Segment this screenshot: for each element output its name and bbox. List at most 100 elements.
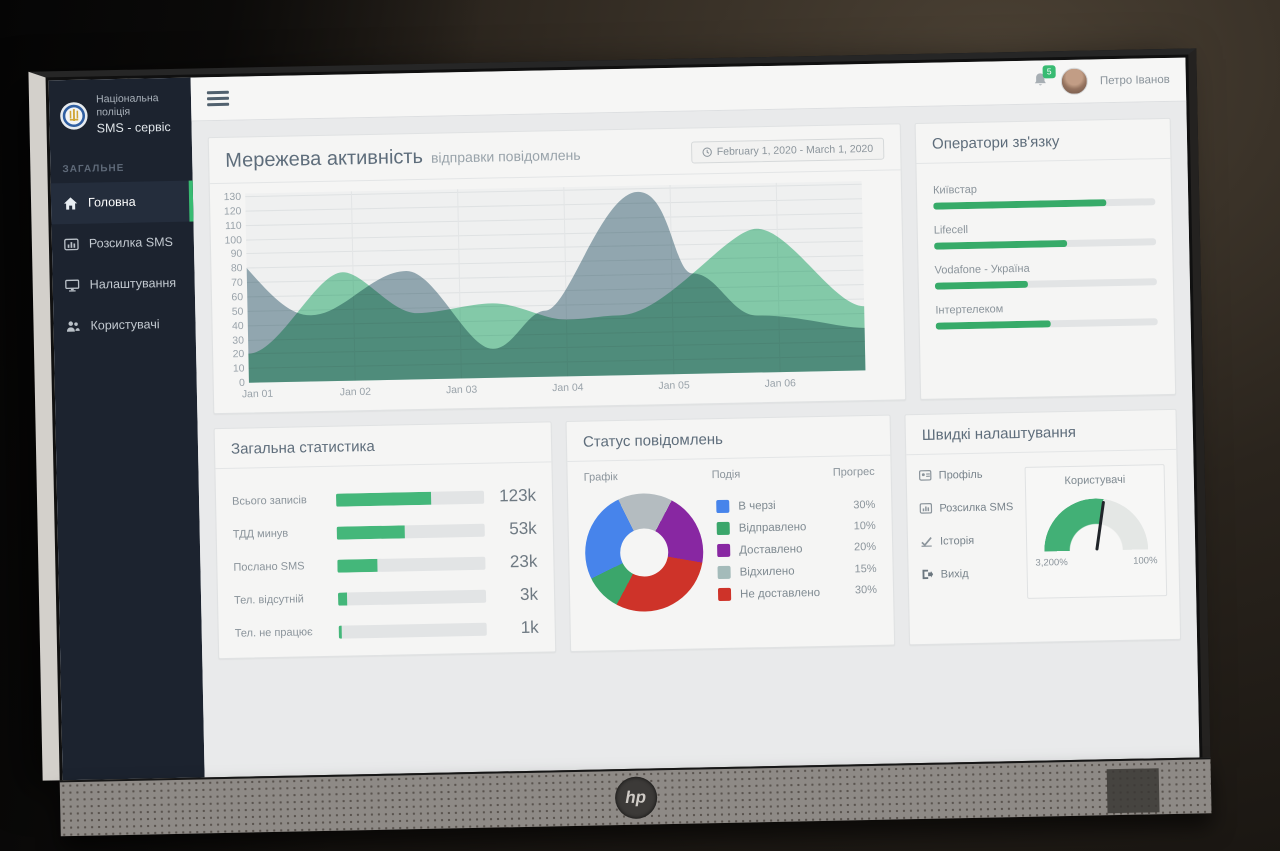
status-legend: В черзі Відправлено Доставлено Відхилено… [702, 489, 827, 610]
operators-title: Оператори зв'язку [931, 133, 1060, 153]
svg-text:60: 60 [231, 292, 243, 303]
legend-item: Відправлено [716, 520, 826, 536]
notification-badge: 5 [1042, 64, 1056, 78]
sidebar-item-settings[interactable]: Налаштування [52, 262, 195, 306]
stat-value: 3k [519, 584, 539, 605]
svg-text:50: 50 [232, 307, 244, 318]
svg-text:Jan 02: Jan 02 [340, 387, 372, 399]
legend-item: Не доставлено [717, 586, 827, 602]
sidebar-item-users[interactable]: Користувачі [53, 303, 196, 347]
sidebar-item-home[interactable]: Головна [50, 180, 194, 225]
monitor-frame: Національна поліція SMS - сервіс ЗАГАЛЬН… [28, 48, 1212, 837]
sidebar-item-label: Налаштування [89, 276, 177, 292]
svg-text:80: 80 [231, 263, 243, 274]
clock-icon [702, 147, 712, 157]
org-name: Національна поліція [95, 92, 159, 119]
legend-swatch [717, 587, 732, 602]
status-title: Статус повідомлень [582, 430, 724, 451]
chart-title: Мережева активність [225, 145, 424, 172]
stat-row: Всього записів 123k [231, 485, 537, 508]
active-indicator [188, 180, 194, 222]
operator-row: Lifecell [934, 220, 1157, 250]
stat-bar [338, 622, 487, 639]
brand-sticker [1106, 768, 1160, 814]
stat-value: 23k [509, 551, 538, 572]
users-gauge-chart [1043, 497, 1149, 552]
hp-logo: hp [614, 776, 658, 820]
legend-item: Відхилено [717, 564, 826, 580]
user-name[interactable]: Петро Іванов [1099, 73, 1170, 87]
stat-bar [337, 556, 486, 573]
svg-text:110: 110 [225, 221, 242, 232]
operator-row: Інтертелеком [935, 300, 1158, 330]
operators-card: Оператори зв'язку Київстар Lifecell [914, 117, 1177, 400]
svg-text:120: 120 [224, 206, 242, 217]
exit-icon [922, 569, 934, 580]
stat-bar [335, 490, 485, 507]
operator-row: Київстар [933, 180, 1156, 210]
sidebar-item-sms[interactable]: Розсилка SMS [52, 221, 195, 265]
date-range-label: February 1, 2020 - March 1, 2020 [716, 142, 874, 158]
quick-link-history[interactable]: Історія [920, 533, 1016, 548]
svg-text:Jan 05: Jan 05 [658, 380, 690, 392]
sidebar-section-label: ЗАГАЛЬНЕ [62, 162, 125, 176]
quick-settings-card: Швидкі налаштування Профіль Р [904, 408, 1182, 646]
svg-text:Jan 06: Jan 06 [765, 378, 797, 390]
stat-bar [337, 589, 487, 606]
svg-text:30: 30 [232, 336, 244, 347]
status-percent-column: 30% 10% 20% 15% 30% [853, 498, 878, 597]
gauge-min-label: 3,200% [1035, 557, 1068, 569]
stat-row: ТДД минув 53k [232, 518, 537, 541]
legend-swatch [717, 565, 731, 580]
status-column-headers: Графік Подія Прогрес [583, 465, 875, 484]
screen-bezel: Національна поліція SMS - сервіс ЗАГАЛЬН… [28, 48, 1211, 781]
svg-text:100: 100 [224, 235, 242, 246]
stat-value: 53k [509, 518, 537, 539]
progress-bar [933, 198, 1156, 210]
svg-text:Jan 01: Jan 01 [242, 389, 274, 401]
police-emblem-logo [60, 102, 88, 130]
stat-value: 1k [520, 617, 539, 638]
stat-row: Тел. відсутній 3k [233, 584, 539, 607]
app-name: SMS - сервіс [96, 120, 171, 136]
green-series-area [248, 228, 866, 383]
gauge-title: Користувачі [1064, 473, 1126, 488]
quick-link-sms[interactable]: Розсилка SMS [919, 500, 1015, 515]
quick-title: Швидкі налаштування [921, 423, 1077, 444]
topbar: 5 Петро Іванов [190, 57, 1187, 122]
notifications-button[interactable]: 5 [1032, 64, 1056, 93]
svg-text:10: 10 [233, 363, 245, 374]
x-axis-ticks: Jan 01 Jan 02 Jan 03 Jan 04 Jan 05 Jan 0… [242, 378, 796, 400]
svg-text:20: 20 [233, 349, 245, 360]
quick-link-logout[interactable]: Вихід [921, 566, 1017, 581]
message-status-card: Статус повідомлень Графік Подія Прогрес [565, 414, 896, 653]
quick-link-profile[interactable]: Профіль [918, 467, 1015, 482]
brand: Національна поліція SMS - сервіс [49, 78, 192, 155]
general-statistics-card: Загальна статистика Всього записів 123k … [213, 421, 557, 660]
user-avatar[interactable] [1060, 67, 1089, 96]
users-gauge-panel: Користувачі 3,200% 100% [1024, 464, 1168, 599]
legend-item: Доставлено [717, 542, 826, 558]
stat-value: 123k [498, 485, 537, 506]
chart-subtitle: відправки повідомлень [430, 146, 581, 166]
hamburger-menu-icon[interactable] [206, 88, 230, 109]
stat-row: Тел. не працює 1k [234, 617, 539, 640]
users-icon [66, 321, 80, 332]
sidebar-item-label: Головна [87, 195, 136, 211]
monitor-icon [65, 279, 80, 292]
svg-text:0: 0 [239, 378, 245, 389]
date-range-button[interactable]: February 1, 2020 - March 1, 2020 [690, 137, 885, 164]
main-area: 5 Петро Іванов Мережева активність відпр… [190, 57, 1200, 778]
profile-icon [918, 470, 932, 481]
stats-title: Загальна статистика [230, 437, 375, 458]
area-chart-svg: 0 10 20 30 40 50 60 70 80 90 100 110 120 130 [224, 181, 866, 400]
network-activity-card: Мережева активність відправки повідомлен… [207, 123, 907, 415]
y-axis-ticks: 0 10 20 30 40 50 60 70 80 90 100 110 120 130 [224, 192, 246, 389]
legend-swatch [717, 543, 731, 558]
stat-row: Послано SMS 23k [233, 551, 538, 574]
content: Мережева активність відправки повідомлен… [191, 101, 1200, 778]
svg-text:Jan 04: Jan 04 [552, 383, 584, 395]
dashboard-ui: Національна поліція SMS - сервіс ЗАГАЛЬН… [48, 57, 1200, 781]
sidebar-item-label: Розсилка SMS [88, 235, 174, 251]
operator-row: Vodafone - Україна [934, 260, 1157, 290]
